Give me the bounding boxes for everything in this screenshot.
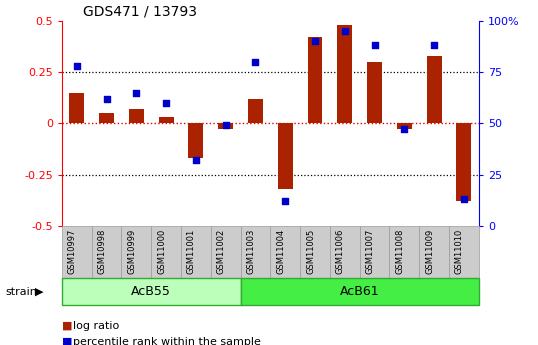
Text: ■: ■ — [62, 321, 73, 331]
Bar — [300, 226, 330, 278]
Bar — [99, 113, 114, 124]
Bar — [159, 117, 174, 124]
Bar — [129, 109, 144, 124]
Text: GSM11003: GSM11003 — [246, 228, 256, 274]
Point — [192, 158, 200, 163]
Text: GSM11004: GSM11004 — [276, 228, 285, 274]
Point — [281, 199, 289, 204]
Text: ▶: ▶ — [34, 287, 43, 296]
Text: GSM10997: GSM10997 — [68, 228, 77, 274]
Text: AcB55: AcB55 — [131, 285, 171, 298]
Bar — [181, 226, 211, 278]
Text: GSM11001: GSM11001 — [187, 228, 196, 274]
Text: strain: strain — [5, 287, 37, 296]
Text: AcB61: AcB61 — [340, 285, 379, 298]
Point — [221, 122, 230, 128]
Text: GSM11000: GSM11000 — [157, 228, 166, 274]
Bar — [218, 124, 233, 129]
Bar — [337, 25, 352, 124]
Text: GSM11010: GSM11010 — [455, 228, 464, 274]
Bar — [427, 56, 442, 124]
Bar — [390, 226, 419, 278]
Bar — [270, 226, 300, 278]
Point — [251, 59, 260, 65]
Text: percentile rank within the sample: percentile rank within the sample — [73, 337, 260, 345]
Bar — [69, 92, 84, 124]
Point — [430, 42, 438, 48]
Text: GSM11007: GSM11007 — [366, 228, 374, 274]
Point — [102, 96, 111, 101]
Point — [311, 39, 320, 44]
Bar — [360, 226, 390, 278]
Bar — [330, 226, 360, 278]
Bar — [62, 226, 91, 278]
Bar — [397, 124, 412, 129]
Bar — [151, 226, 181, 278]
Bar — [211, 226, 240, 278]
Point — [400, 127, 409, 132]
Bar — [278, 124, 293, 189]
Point — [341, 28, 349, 34]
Bar — [62, 278, 240, 305]
Point — [162, 100, 171, 106]
Text: ■: ■ — [62, 337, 73, 345]
Point — [370, 42, 379, 48]
Point — [73, 63, 81, 69]
Bar — [367, 62, 382, 124]
Text: GSM11008: GSM11008 — [395, 228, 405, 274]
Bar — [240, 278, 479, 305]
Text: GSM11002: GSM11002 — [217, 228, 225, 274]
Bar — [122, 226, 151, 278]
Text: GSM11006: GSM11006 — [336, 228, 345, 274]
Bar — [456, 124, 471, 201]
Bar — [240, 226, 270, 278]
Text: log ratio: log ratio — [73, 321, 119, 331]
Bar — [248, 99, 263, 124]
Bar — [308, 37, 322, 124]
Text: GDS471 / 13793: GDS471 / 13793 — [83, 4, 197, 18]
Text: GSM11005: GSM11005 — [306, 228, 315, 274]
Bar — [419, 226, 449, 278]
Bar — [449, 226, 479, 278]
Text: GSM10998: GSM10998 — [97, 228, 107, 274]
Bar — [188, 124, 203, 158]
Text: GSM11009: GSM11009 — [425, 228, 434, 274]
Point — [459, 197, 468, 202]
Bar — [91, 226, 122, 278]
Point — [132, 90, 140, 95]
Text: GSM10999: GSM10999 — [128, 228, 136, 274]
